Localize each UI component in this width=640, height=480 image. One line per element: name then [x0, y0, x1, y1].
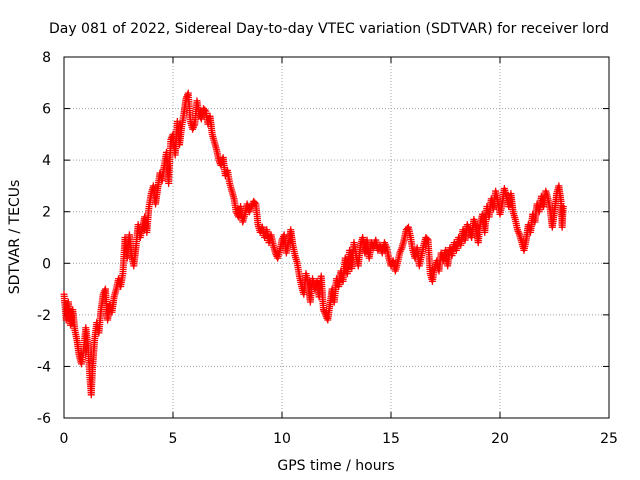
y-tick-label: -6 — [37, 411, 51, 427]
data-point — [251, 199, 259, 207]
x-tick-label: 0 — [60, 431, 69, 447]
y-tick-label: 0 — [42, 256, 51, 272]
x-axis: 0 5 10 15 20 25 — [60, 57, 618, 447]
x-tick-label: 25 — [600, 431, 618, 447]
x-axis-label: GPS time / hours — [277, 458, 394, 474]
y-tick-label: 4 — [42, 153, 51, 169]
x-tick-label: 20 — [491, 431, 509, 447]
y-tick-label: -2 — [37, 308, 51, 324]
y-tick-label: -4 — [37, 359, 51, 375]
y-tick-label: 8 — [42, 50, 51, 66]
grid — [64, 57, 609, 418]
x-tick-label: 15 — [382, 431, 400, 447]
plot-frame — [63, 56, 610, 419]
data-point — [559, 203, 567, 211]
y-axis: -6 -4 -2 0 2 4 6 8 — [37, 50, 609, 427]
y-tick-label: 2 — [42, 205, 51, 221]
y-tick-label: 6 — [42, 102, 51, 118]
data-point — [423, 235, 431, 243]
data-point — [201, 106, 209, 114]
x-tick-label: 10 — [273, 431, 291, 447]
chart-title: Day 081 of 2022, Sidereal Day-to-day VTE… — [49, 21, 609, 37]
x-tick-label: 5 — [169, 431, 178, 447]
y-axis-label: SDTVAR / TECUs — [7, 180, 23, 295]
data-points — [60, 89, 567, 399]
